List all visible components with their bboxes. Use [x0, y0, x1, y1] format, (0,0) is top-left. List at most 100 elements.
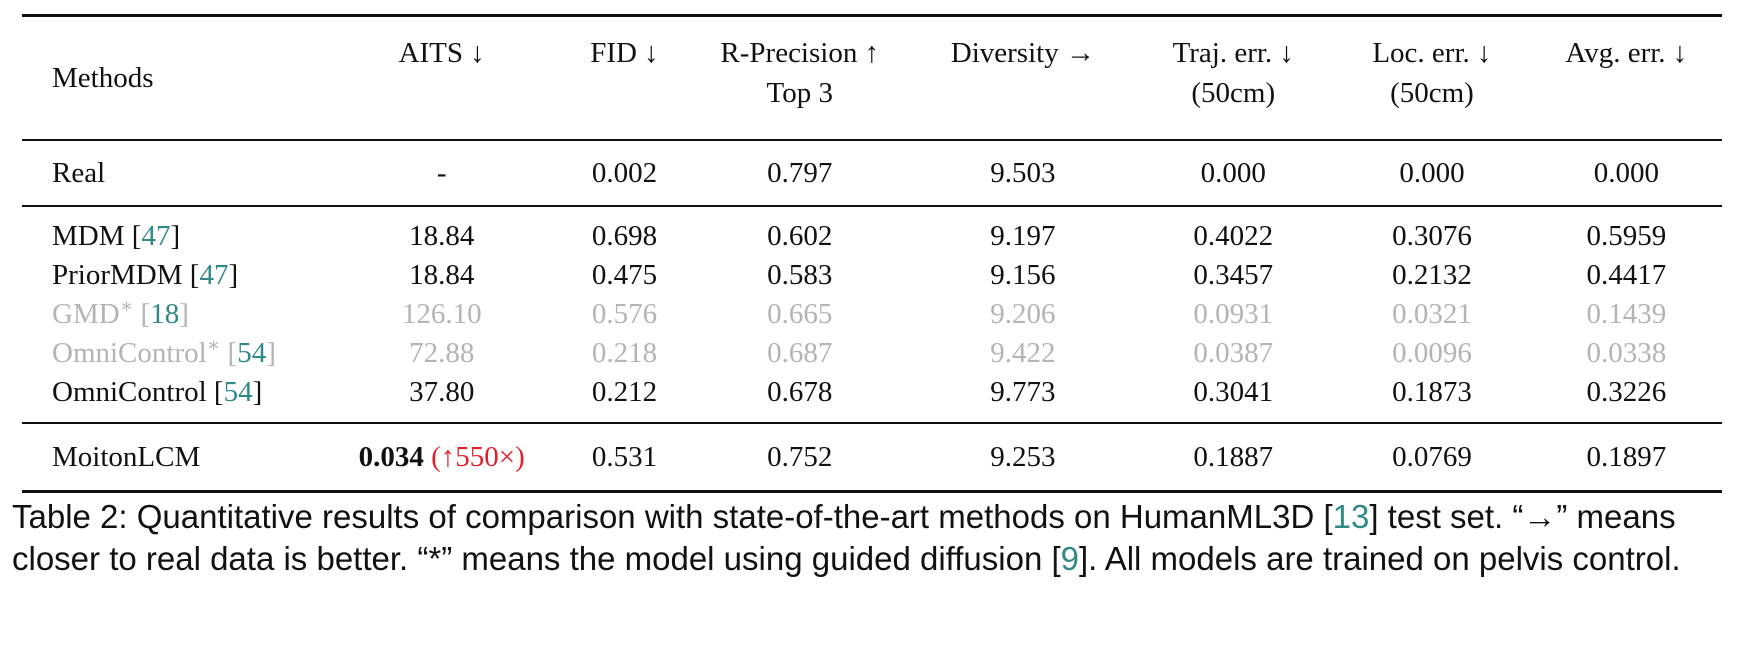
cell-rprecision: 0.665	[767, 298, 833, 330]
header-aits: AITS ↓	[398, 37, 485, 69]
cell-avg-err: 0.000	[1593, 156, 1659, 189]
cell-avg-err: 0.3226	[1586, 376, 1667, 408]
cell-rprecision: 0.687	[767, 337, 833, 369]
table-row: OmniControl∗ [54] 72.88 0.218 0.687 9.42…	[22, 334, 1722, 373]
cell-fid: 0.576	[591, 298, 658, 330]
cell-rprecision: 0.602	[767, 220, 833, 252]
cell-method: PriorMDM [47]	[52, 259, 239, 291]
cell-diversity: 9.422	[990, 337, 1056, 369]
cell-diversity: 9.253	[990, 440, 1056, 473]
citation-link[interactable]: 47	[199, 259, 229, 291]
cell-loc-err: 0.0096	[1392, 337, 1472, 369]
cell-aits: 0.034 (↑550×)	[322, 423, 562, 492]
cell-loc-err: 0.3076	[1392, 220, 1472, 252]
caption-text-2: ] test set. “→” means closer to real dat…	[12, 498, 1676, 577]
cell-method: GMD∗ [18]	[52, 295, 189, 330]
caption-text-1: Table 2: Quantitative results of compari…	[12, 498, 1333, 535]
cell-loc-err: 0.000	[1399, 156, 1465, 189]
table-caption: Table 2: Quantitative results of compari…	[12, 496, 1732, 580]
guided-diffusion-marker: ∗	[206, 334, 221, 357]
aits-value: 0.034	[358, 440, 424, 473]
method-name: OmniControl	[52, 376, 207, 408]
cell-traj-err: 0.3041	[1193, 376, 1274, 408]
caption-citation-link[interactable]: 9	[1060, 540, 1080, 577]
method-name: OmniControl	[52, 337, 207, 369]
cell-fid: 0.475	[591, 259, 658, 291]
header-rprecision: R-Precision ↑ Top 3	[687, 16, 912, 141]
cell-traj-err: 0.000	[1200, 156, 1266, 189]
cell-avg-err: 0.1439	[1586, 298, 1667, 330]
cell-traj-err: 0.1887	[1193, 440, 1274, 473]
header-traj-err: Traj. err. ↓ (50cm)	[1133, 16, 1333, 141]
cell-loc-err: 0.2132	[1392, 259, 1472, 291]
caption-text-3: ]. All models are trained on pelvis cont…	[1079, 540, 1681, 577]
cell-diversity: 9.206	[990, 298, 1056, 330]
cell-aits: 72.88	[409, 337, 475, 369]
header-traj-err-line1: Traj. err. ↓	[1172, 37, 1294, 69]
cell-method: MDM [47]	[52, 220, 181, 252]
cell-traj-err: 0.3457	[1193, 259, 1274, 291]
header-loc-err: Loc. err. ↓ (50cm)	[1333, 16, 1531, 141]
cell-aits: -	[436, 156, 447, 189]
cell-avg-err: 0.4417	[1586, 259, 1667, 291]
table-row: PriorMDM [47] 18.84 0.475 0.583 9.156 0.…	[22, 256, 1722, 295]
header-rprecision-line2: Top 3	[766, 77, 833, 109]
header-row: Methods AITS ↓ FID ↓ R-Precision ↑ Top 3…	[22, 15, 1722, 141]
header-avg-err: Avg. err. ↓	[1565, 37, 1688, 69]
cell-fid: 0.218	[591, 337, 658, 369]
cell-fid: 0.531	[591, 440, 658, 473]
citation-link[interactable]: 54	[237, 337, 267, 369]
cell-method: OmniControl∗ [54]	[52, 334, 276, 369]
cell-avg-err: 0.1897	[1586, 440, 1667, 473]
cell-diversity: 9.773	[990, 376, 1056, 408]
cell-rprecision: 0.678	[767, 376, 833, 408]
cell-avg-err: 0.5959	[1586, 220, 1667, 252]
cell-traj-err: 0.0387	[1193, 337, 1274, 369]
cell-loc-err: 0.1873	[1392, 376, 1472, 408]
guided-diffusion-marker: ∗	[119, 295, 134, 318]
cell-diversity: 9.156	[990, 259, 1056, 291]
citation-link[interactable]: 47	[141, 220, 171, 252]
header-diversity: Diversity →	[950, 37, 1095, 69]
table-row-real: Real - 0.002 0.797 9.503 0.000 0.000 0.0…	[22, 140, 1722, 206]
cell-method: MoitonLCM	[52, 440, 201, 473]
table-row: GMD∗ [18] 126.10 0.576 0.665 9.206 0.093…	[22, 295, 1722, 334]
method-name: GMD	[52, 298, 120, 330]
cell-aits: 37.80	[409, 376, 475, 408]
cell-loc-err: 0.0321	[1392, 298, 1472, 330]
cell-rprecision: 0.752	[767, 440, 833, 473]
cell-diversity: 9.197	[990, 220, 1056, 252]
citation-link[interactable]: 18	[150, 298, 180, 330]
cell-aits: 18.84	[409, 220, 475, 252]
cell-method: OmniControl [54]	[52, 376, 263, 408]
cell-fid: 0.002	[591, 156, 658, 189]
results-table: Methods AITS ↓ FID ↓ R-Precision ↑ Top 3…	[22, 14, 1722, 493]
table-row-ours: MoitonLCM 0.034 (↑550×) 0.531 0.752 9.25…	[22, 423, 1722, 492]
header-fid: FID ↓	[590, 37, 659, 69]
citation-link[interactable]: 54	[223, 376, 253, 408]
table-row: MDM [47] 18.84 0.698 0.602 9.197 0.4022 …	[22, 206, 1722, 256]
cell-fid: 0.212	[591, 376, 658, 408]
caption-citation-link[interactable]: 13	[1332, 498, 1370, 535]
cell-fid: 0.698	[591, 220, 658, 252]
cell-rprecision: 0.797	[767, 156, 833, 189]
header-rprecision-line1: R-Precision ↑	[720, 37, 880, 69]
table-row: OmniControl [54] 37.80 0.212 0.678 9.773…	[22, 373, 1722, 423]
cell-method: Real	[52, 156, 106, 189]
cell-rprecision: 0.583	[767, 259, 833, 291]
header-traj-err-line2: (50cm)	[1191, 77, 1276, 109]
cell-avg-err: 0.0338	[1586, 337, 1667, 369]
cell-diversity: 9.503	[990, 156, 1056, 189]
cell-aits: 18.84	[409, 259, 475, 291]
cell-loc-err: 0.0769	[1392, 440, 1472, 473]
speedup-annotation: (↑550×)	[431, 440, 525, 473]
cell-traj-err: 0.0931	[1193, 298, 1274, 330]
header-loc-err-line1: Loc. err. ↓	[1372, 37, 1492, 69]
header-loc-err-line2: (50cm)	[1390, 77, 1474, 109]
method-name: PriorMDM	[52, 259, 183, 291]
method-name: MDM	[52, 220, 125, 252]
header-methods: Methods	[52, 62, 154, 94]
cell-aits: 126.10	[401, 298, 482, 330]
cell-traj-err: 0.4022	[1193, 220, 1274, 252]
